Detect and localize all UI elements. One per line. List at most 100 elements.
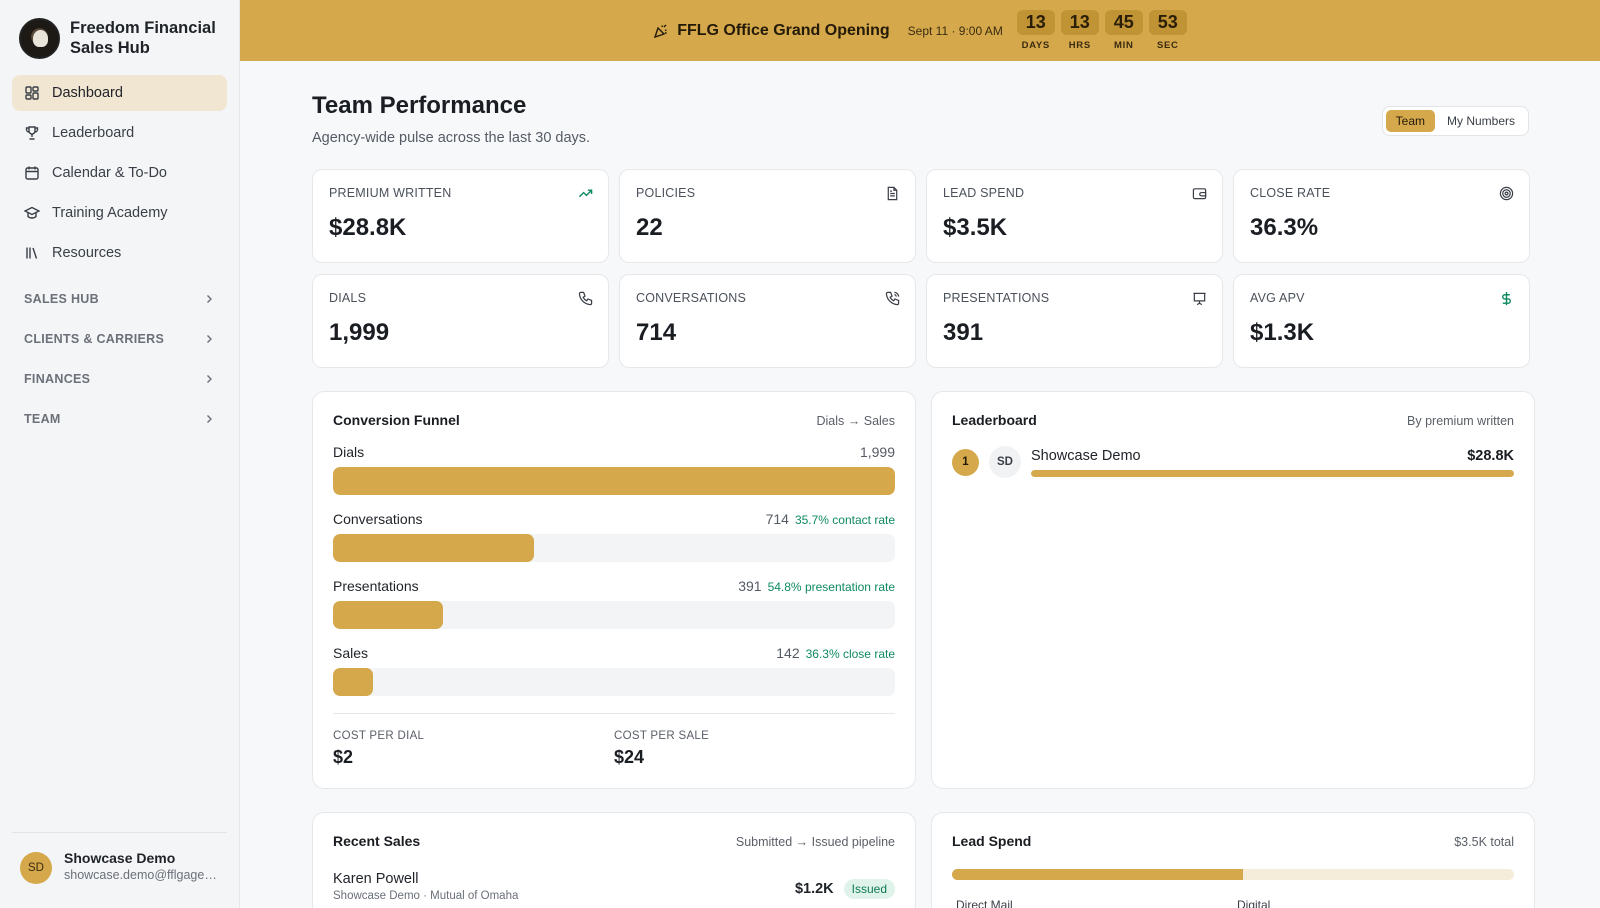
funnel-bar <box>333 601 895 629</box>
funnel-rate: 36.3% close rate <box>805 647 895 661</box>
funnel-value: 391 <box>738 578 762 594</box>
presentation-icon <box>1193 292 1206 306</box>
sidebar-item-training[interactable]: Training Academy <box>12 195 227 231</box>
sidebar-item-label: Dashboard <box>52 85 123 101</box>
party-popper-icon <box>654 24 668 38</box>
sidebar-section-finances[interactable]: FINANCES <box>12 361 227 397</box>
stat-card-presentations: PRESENTATIONS 391 <box>926 274 1223 368</box>
stat-label: CONVERSATIONS <box>636 291 747 305</box>
trending-up-icon <box>578 189 593 198</box>
rank-badge: 1 <box>952 448 979 476</box>
funnel-rate: 35.7% contact rate <box>794 513 895 527</box>
card-title: Recent Sales <box>333 833 421 849</box>
card-title: Lead Spend <box>952 833 1032 849</box>
dollar-icon <box>1502 291 1511 306</box>
stat-value: $28.8K <box>329 214 407 241</box>
stat-label: PREMIUM WRITTEN <box>329 186 452 200</box>
funnel-value: 142 <box>776 645 800 661</box>
stat-value: 22 <box>636 214 663 241</box>
user-name: Showcase Demo <box>64 850 176 866</box>
stat-label: CLOSE RATE <box>1250 186 1331 200</box>
card-aside: By premium written <box>1407 414 1514 428</box>
sidebar-item-calendar[interactable]: Calendar & To-Do <box>12 155 227 191</box>
main-nav: Dashboard Leaderboard Calendar & To-Do T… <box>0 62 239 437</box>
stat-card-dials: DIALS 1,999 <box>312 274 609 368</box>
sidebar-item-resources[interactable]: Resources <box>12 235 227 271</box>
cost-per-sale: COST PER SALE $24 <box>614 730 710 767</box>
countdown-minutes: 45 MIN <box>1104 10 1143 51</box>
stat-card-policies: POLICIES 22 <box>619 169 916 263</box>
lead-spend-legend: Direct Mail Digital <box>952 898 1514 908</box>
chevron-right-icon <box>207 295 212 303</box>
stat-label: LEAD SPEND <box>943 186 1025 200</box>
event-banner[interactable]: FFLG Office Grand Opening Sept 11 · 9:00… <box>240 0 1600 61</box>
stat-card-close-rate: CLOSE RATE 36.3% <box>1233 169 1530 263</box>
sidebar-item-leaderboard[interactable]: Leaderboard <box>12 115 227 151</box>
page-title: Team Performance <box>312 92 527 119</box>
sidebar-item-label: Calendar & To-Do <box>52 165 167 181</box>
funnel-label: Conversations <box>333 511 423 527</box>
chevron-right-icon <box>207 415 212 423</box>
stat-grid: PREMIUM WRITTEN $28.8K POLICIES 22 LEAD … <box>312 169 1530 368</box>
funnel-bar <box>333 668 895 696</box>
banner-title: FFLG Office Grand Opening <box>653 21 890 40</box>
sidebar-section-label: SALES HUB <box>24 292 99 306</box>
lead-spend-bar <box>952 869 1514 880</box>
stat-value: 714 <box>636 319 677 346</box>
funnel-bar <box>333 534 895 562</box>
toggle-my-numbers-button[interactable]: My Numbers <box>1446 114 1515 128</box>
stat-card-avg-apv: AVG APV $1.3K <box>1233 274 1530 368</box>
banner-title-text: FFLG Office Grand Opening <box>677 21 890 39</box>
stat-card-lead-spend: LEAD SPEND $3.5K <box>926 169 1223 263</box>
sidebar-section-clients-carriers[interactable]: CLIENTS & CARRIERS <box>12 321 227 357</box>
stat-label: AVG APV <box>1250 291 1305 305</box>
leaderboard-bar <box>1031 469 1514 477</box>
sidebar-section-label: CLIENTS & CARRIERS <box>24 332 165 346</box>
document-icon <box>887 186 898 201</box>
sidebar-item-dashboard[interactable]: Dashboard <box>12 75 227 111</box>
user-email: showcase.demo@fflgagent... <box>64 868 222 882</box>
chevron-right-icon <box>207 335 212 343</box>
countdown-timer: 13 DAYS 13 HRS 45 MIN 53 SEC <box>1016 10 1187 51</box>
sale-client-name: Karen Powell <box>333 871 419 887</box>
funnel-label: Dials <box>333 444 365 460</box>
brand[interactable]: Freedom Financial Sales Hub <box>0 0 239 62</box>
leaderboard-row[interactable]: 1 SD Showcase Demo $28.8K <box>952 446 1514 478</box>
countdown-seconds: 53 SEC <box>1148 10 1187 51</box>
graduation-cap-icon <box>24 206 40 219</box>
brand-name: Freedom Financial Sales Hub <box>70 19 216 57</box>
recent-sales-card: Recent Sales Submitted → Issued pipeline… <box>312 812 916 908</box>
funnel-label: Presentations <box>333 578 419 594</box>
main-content: Team Performance Agency-wide pulse acros… <box>312 61 1535 908</box>
card-aside: Dials → Sales <box>816 414 896 428</box>
leaderboard-card: Leaderboard By premium written 1 SD Show… <box>931 391 1535 789</box>
sidebar-item-label: Training Academy <box>52 205 168 221</box>
toggle-team-button[interactable]: Team <box>1385 110 1435 132</box>
view-toggle: Team My Numbers <box>1381 106 1529 136</box>
stat-card-premium-written: PREMIUM WRITTEN $28.8K <box>312 169 609 263</box>
leaderboard-name: Showcase Demo <box>1031 447 1141 464</box>
leaderboard-amount: $28.8K <box>1467 447 1514 464</box>
page-subtitle: Agency-wide pulse across the last 30 day… <box>312 130 591 146</box>
trophy-icon <box>25 126 39 140</box>
sidebar-section-label: TEAM <box>24 412 61 426</box>
conversion-funnel-card: Conversion Funnel Dials → Sales Dials 1,… <box>312 391 916 789</box>
sidebar: Freedom Financial Sales Hub Dashboard Le… <box>0 0 240 908</box>
target-icon <box>1499 186 1514 201</box>
sale-row[interactable]: Karen Powell Showcase Demo · Mutual of O… <box>333 871 895 902</box>
wallet-icon <box>1192 188 1207 200</box>
sidebar-item-label: Resources <box>52 245 122 261</box>
stat-label: PRESENTATIONS <box>943 291 1050 305</box>
phone-call-icon <box>885 291 900 306</box>
stat-value: 391 <box>943 319 984 346</box>
card-aside: $3.5K total <box>1454 835 1514 849</box>
sidebar-section-team[interactable]: TEAM <box>12 401 227 437</box>
avatar: SD <box>20 852 52 884</box>
sidebar-section-sales-hub[interactable]: SALES HUB <box>12 281 227 317</box>
user-profile[interactable]: SD Showcase Demo showcase.demo@fflgagent… <box>12 832 227 884</box>
funnel-row-dials: Dials 1,999 <box>333 444 895 495</box>
card-title: Conversion Funnel <box>333 412 460 428</box>
countdown-days: 13 DAYS <box>1016 10 1055 51</box>
funnel-row-presentations: Presentations 391 54.8% presentation rate <box>333 578 895 629</box>
funnel-bar <box>333 467 895 495</box>
